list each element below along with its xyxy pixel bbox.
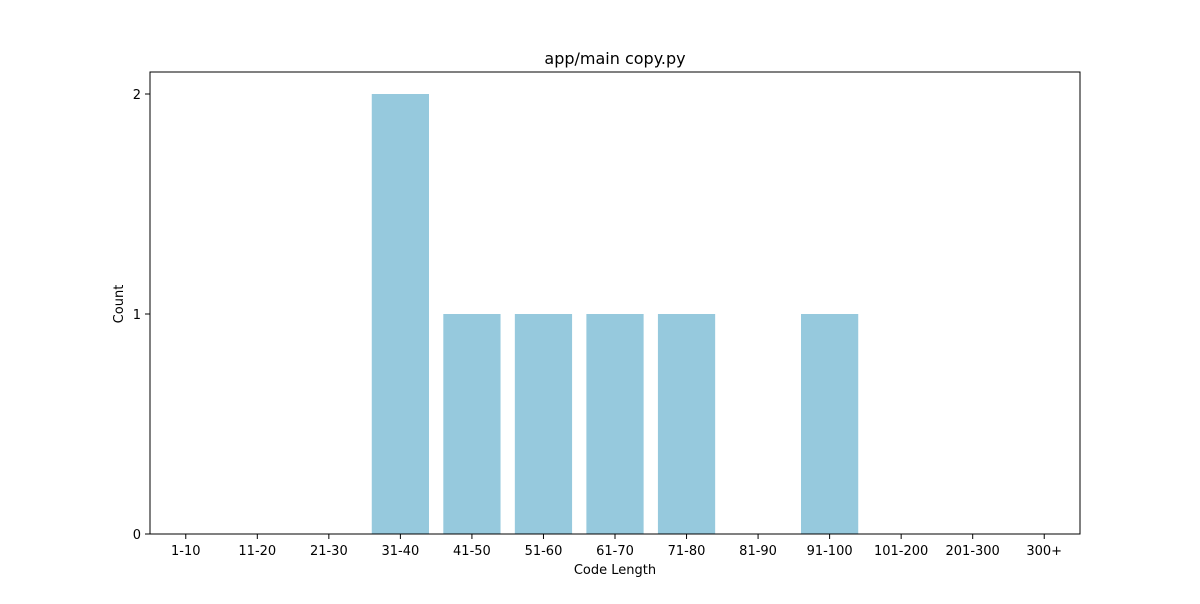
y-tick-label: 1	[133, 308, 141, 323]
x-tick-label: 1-10	[171, 544, 201, 559]
x-tick-label: 41-50	[453, 544, 491, 559]
y-axis-ticks: 0 1 2	[133, 88, 150, 543]
bar-51-60	[514, 314, 573, 534]
x-tick-label: 21-30	[310, 544, 348, 559]
x-tick-label: 31-40	[381, 544, 419, 559]
bar-31-40	[371, 94, 429, 534]
x-axis-ticks: 1-10 11-20 21-30 31-40 41-50 51-60 61-70 71-80 8…	[171, 534, 1062, 559]
x-tick-label: 71-80	[668, 544, 706, 559]
plot-area-frame	[149, 71, 1081, 535]
x-tick-label: 300+	[1026, 544, 1062, 559]
x-tick-label: 61-70	[596, 544, 634, 559]
y-tick-label: 2	[133, 88, 141, 103]
bars-group	[371, 94, 859, 534]
x-tick-label: 51-60	[525, 544, 563, 559]
x-tick-label: 91-100	[807, 544, 853, 559]
x-axis-label: Code Length	[574, 563, 656, 578]
bar-41-50	[443, 314, 501, 534]
x-tick-label: 201-300	[946, 544, 1000, 559]
x-tick-label: 11-20	[238, 544, 276, 559]
x-tick-label: 81-90	[739, 544, 777, 559]
bar-61-70	[586, 314, 644, 534]
bar-71-80	[657, 314, 716, 534]
chart-title: app/main copy.py	[544, 49, 685, 68]
y-tick-label: 0	[133, 528, 141, 543]
bar-91-100	[801, 314, 859, 534]
x-tick-label: 101-200	[874, 544, 928, 559]
y-axis-label: Count	[112, 285, 127, 324]
